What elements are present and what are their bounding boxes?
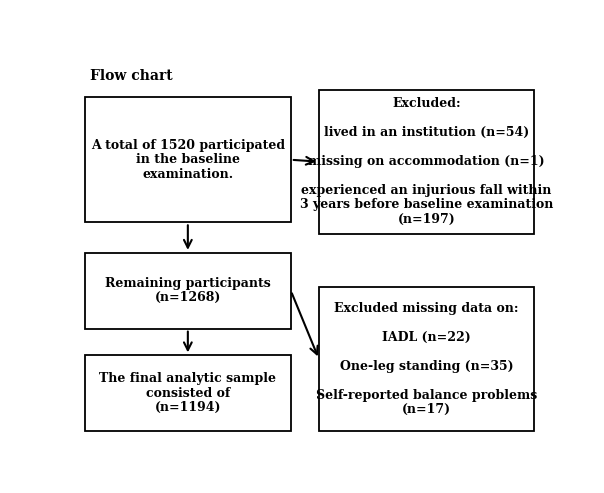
Text: experienced an injurious fall within: experienced an injurious fall within (301, 184, 552, 197)
FancyBboxPatch shape (319, 287, 535, 431)
Text: One-leg standing (n=35): One-leg standing (n=35) (340, 360, 513, 373)
Text: lived in an institution (n=54): lived in an institution (n=54) (324, 126, 529, 140)
FancyBboxPatch shape (319, 90, 535, 234)
Text: consisted of: consisted of (146, 387, 230, 400)
Text: (n=1268): (n=1268) (155, 291, 221, 305)
FancyBboxPatch shape (85, 97, 291, 222)
Text: in the baseline: in the baseline (136, 153, 240, 166)
Text: Remaining participants: Remaining participants (105, 277, 271, 290)
Text: missing on accommodation (n=1): missing on accommodation (n=1) (308, 155, 545, 168)
Text: The final analytic sample: The final analytic sample (99, 372, 277, 386)
Text: 3 years before baseline examination: 3 years before baseline examination (300, 198, 553, 211)
Text: A total of 1520 participated: A total of 1520 participated (91, 139, 285, 152)
Text: (n=197): (n=197) (397, 213, 455, 226)
Text: (n=1194): (n=1194) (155, 401, 221, 414)
Text: Excluded missing data on:: Excluded missing data on: (335, 302, 519, 315)
Text: examination.: examination. (143, 168, 233, 180)
FancyBboxPatch shape (85, 253, 291, 329)
Text: IADL (n=22): IADL (n=22) (382, 331, 471, 344)
Text: (n=17): (n=17) (402, 403, 451, 416)
Text: Self-reported balance problems: Self-reported balance problems (316, 388, 537, 402)
Text: Excluded:: Excluded: (392, 98, 461, 110)
Text: Flow chart: Flow chart (89, 69, 172, 83)
FancyBboxPatch shape (85, 355, 291, 431)
